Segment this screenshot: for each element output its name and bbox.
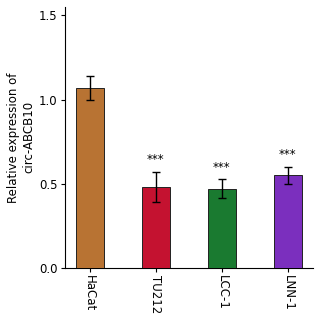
Y-axis label: Relative expression of
circ-ABCB10: Relative expression of circ-ABCB10	[7, 72, 35, 203]
Bar	[142, 187, 170, 268]
Text: ***: ***	[279, 148, 297, 161]
Text: ***: ***	[213, 161, 231, 173]
Bar	[76, 88, 104, 268]
Bar	[208, 189, 236, 268]
Text: ***: ***	[147, 153, 165, 166]
Bar	[274, 175, 302, 268]
